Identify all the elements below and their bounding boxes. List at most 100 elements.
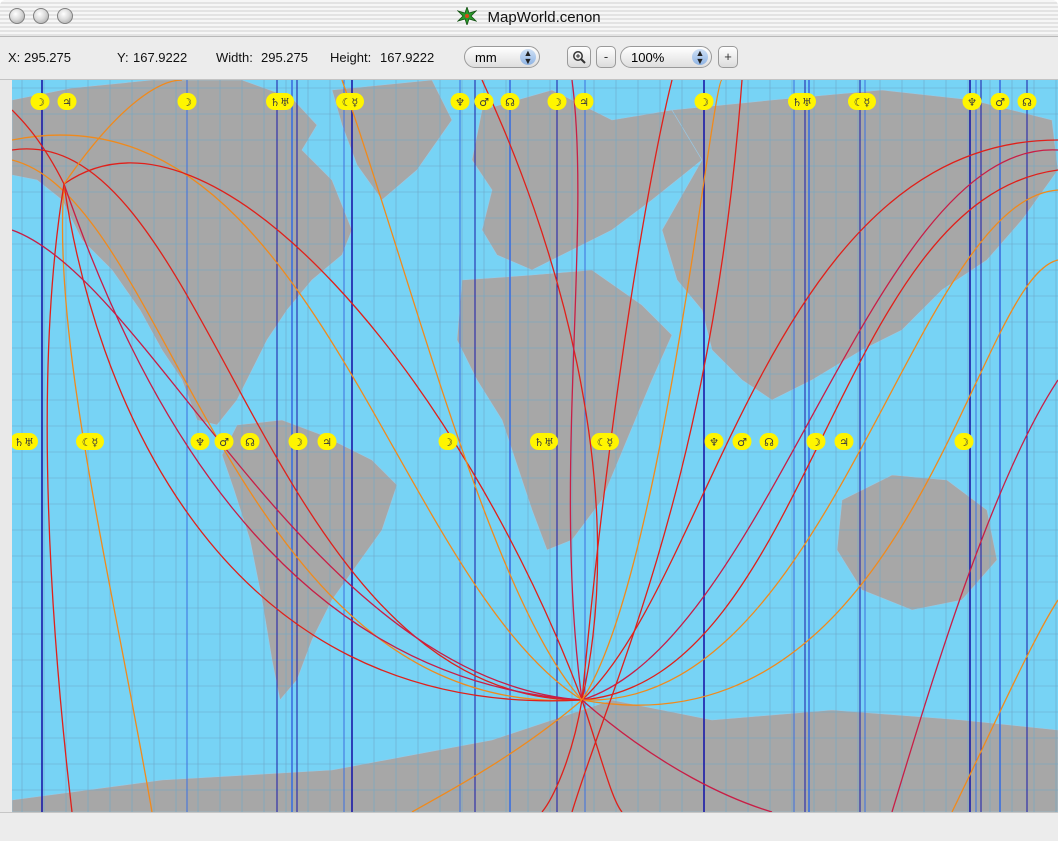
planet-badge [438, 433, 458, 450]
planet-glyph-label: ♂ [219, 436, 229, 449]
planet-badge [990, 93, 1010, 110]
astro-curve [63, 183, 583, 701]
planet-glyph-label: ☊ [764, 436, 774, 449]
planet-badge [500, 93, 520, 110]
planet-badge [190, 433, 210, 450]
planet-glyph-label: ♄♅ [270, 96, 290, 109]
planet-badge [694, 93, 714, 110]
astro-curve [61, 183, 153, 812]
astro-curve [12, 134, 583, 701]
planet-badge [450, 93, 470, 110]
planet-glyph-label: ☽ [699, 96, 709, 109]
planet-glyph-label: ☾☿ [342, 96, 359, 109]
zoom-window-button[interactable] [57, 8, 73, 24]
world-map-svg[interactable]: ☽ ♃ ☽ ♄♅ ☾☿ ♆ ♂ ☊ ☽ ♃ ☽ ♄♅ ☾☿ ♆ ♂ ☊ ♄♅ ☾☿ ♆ ♂ ☊ ☽ ♃ ☽ ♄♅ ☾☿ ♆ ♂ ☊ ☽ ♃… [12, 80, 1058, 812]
planet-glyph-label: ♆ [967, 96, 977, 109]
map-canvas[interactable]: ☽ ♃ ☽ ♄♅ ☾☿ ♆ ♂ ☊ ☽ ♃ ☽ ♄♅ ☾☿ ♆ ♂ ☊ ♄♅ ☾☿ ♆ ♂ ☊ ☽ ♃ ☽ ♄♅ ☾☿ ♆ ♂ ☊ ☽ ♃… [12, 80, 1058, 812]
window-title-container: MapWorld.cenon [0, 5, 1058, 27]
astro-curve [481, 80, 599, 701]
zoom-tool-button[interactable] [567, 46, 591, 68]
minimize-window-button[interactable] [33, 8, 49, 24]
coordinate-toolbar: X: 295.275 Y: 167.9222 Width: 295.275 He… [0, 37, 1058, 80]
astro-curve [411, 699, 583, 812]
planet-badge [591, 433, 619, 450]
unit-select-value: mm [475, 50, 497, 65]
astro-curve [63, 162, 583, 701]
europe [471, 89, 703, 271]
magnifier-zoom-icon [573, 51, 586, 64]
astro-curve [581, 699, 623, 812]
planet-badge [704, 433, 724, 450]
zoom-out-button[interactable]: - [596, 46, 616, 68]
planet-badge [788, 93, 816, 110]
astro-curve [12, 109, 65, 185]
planet-badge [574, 93, 594, 110]
planet-badge [732, 433, 752, 450]
astro-curve [571, 80, 743, 812]
planet-badge [214, 433, 234, 450]
planet-badge [474, 93, 494, 110]
planet-badge [1017, 93, 1037, 110]
unit-select[interactable]: mm ▲ ▼ [464, 46, 540, 68]
close-window-button[interactable] [9, 8, 25, 24]
planet-glyph-label: ☽ [443, 436, 453, 449]
planet-glyph-label: ☊ [245, 436, 255, 449]
planet-glyph-label: ♃ [322, 436, 332, 449]
bottom-scroll-bar[interactable] [0, 812, 1058, 841]
planet-glyph-label: ♂ [737, 436, 747, 449]
planet-badge [57, 93, 77, 110]
title-bar[interactable]: MapWorld.cenon [0, 0, 1058, 37]
height-value: 167.9222 [380, 50, 435, 65]
astro-curve [951, 599, 1058, 812]
y-value: 167.9222 [133, 50, 188, 65]
top-planet-badges: ☽ ♃ ☽ ♄♅ ☾☿ ♆ ♂ ☊ ☽ ♃ ☽ ♄♅ ☾☿ ♆ ♂ ☊ [30, 93, 1037, 110]
planet-badge [336, 93, 364, 110]
astro-curve [341, 80, 583, 701]
planet-glyph-label: ☊ [505, 96, 515, 109]
planet-glyph-label: ☽ [293, 436, 303, 449]
astro-curve [46, 183, 73, 812]
zoom-level-select[interactable]: 100% ▲ ▼ [620, 46, 712, 68]
astro-curve [63, 80, 183, 185]
window-title: MapWorld.cenon [487, 9, 601, 26]
lat-lon-grid [12, 80, 1058, 812]
planet-badge [530, 433, 558, 450]
planet-badge [76, 433, 104, 450]
planet-badge [30, 93, 50, 110]
planet-glyph-label: ♃ [839, 436, 849, 449]
updown-arrows-icon: ▲ ▼ [692, 49, 708, 66]
width-label: Width: [216, 50, 253, 65]
planet-glyph-label: ♆ [709, 436, 719, 449]
planet-glyph-label: ♄♅ [792, 96, 812, 109]
planet-badge [759, 433, 779, 450]
app-star-icon [456, 5, 478, 27]
astro-curve [891, 379, 1058, 812]
x-label: X: [8, 50, 21, 65]
planet-badge [547, 93, 567, 110]
planet-glyph-label: ☽ [811, 436, 821, 449]
astro-curve [581, 149, 1058, 701]
astro-curve [12, 159, 583, 702]
astro-curve [581, 189, 1058, 701]
planet-glyph-label: ☽ [959, 436, 969, 449]
astro-curve [581, 80, 723, 701]
australia [836, 474, 998, 611]
planet-glyph-label: ♃ [579, 96, 589, 109]
astro-curve [12, 148, 583, 701]
planet-badge [288, 433, 308, 450]
zoom-in-button[interactable]: + [718, 46, 738, 68]
planet-badge [240, 433, 260, 450]
antarctica [12, 699, 1058, 812]
zoom-level-value: 100% [631, 50, 665, 65]
planet-glyph-label: ☾☿ [597, 436, 614, 449]
astro-curve [581, 259, 1058, 706]
y-label: Y: [117, 50, 129, 65]
planet-glyph-label: ♆ [195, 436, 205, 449]
planet-badge [12, 433, 38, 450]
planet-badge [317, 433, 337, 450]
planet-glyph-label: ☽ [35, 96, 45, 109]
planet-badge [962, 93, 982, 110]
updown-arrows-icon: ▲ ▼ [520, 49, 536, 66]
astro-curve [581, 80, 673, 701]
